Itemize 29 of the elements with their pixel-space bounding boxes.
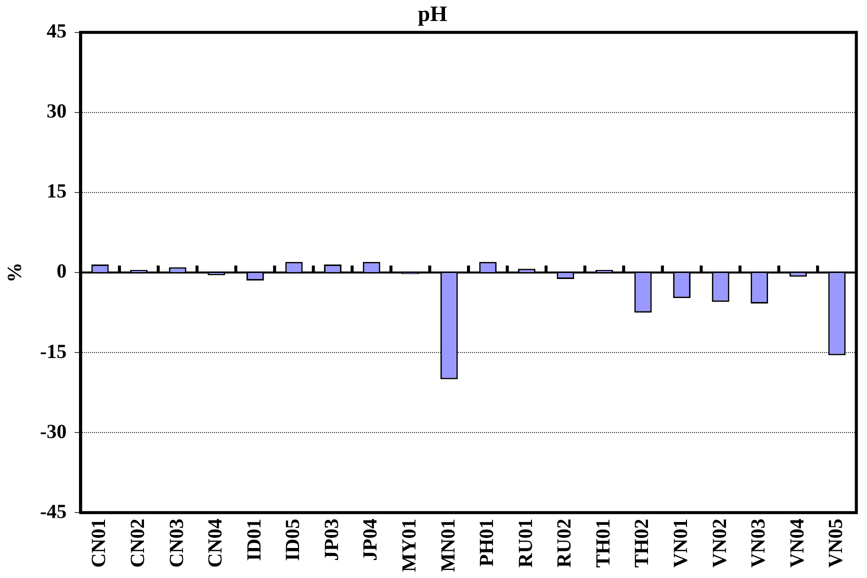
x-tick-label: ID05 [282, 518, 304, 561]
x-tick-label: CN03 [166, 518, 188, 568]
x-tick-label: MN01 [437, 518, 460, 572]
x-tick-label: PH01 [476, 518, 498, 566]
x-tick-label: VN03 [748, 518, 770, 568]
x-tick-label: VN04 [786, 518, 808, 568]
x-tick-label: JP04 [360, 518, 382, 561]
x-tick-label: TH02 [631, 518, 654, 568]
y-tick-label: -45 [40, 500, 67, 523]
y-tick-label: 15 [46, 180, 67, 203]
x-tick-label: MY01 [398, 518, 420, 572]
x-tick-label: VN02 [708, 518, 731, 568]
x-tick-label: CN02 [127, 518, 150, 568]
x-tick-label: VN01 [670, 518, 692, 568]
y-axis-title: % [4, 262, 26, 283]
y-tick-label: -30 [40, 420, 67, 443]
y-tick-label: 30 [46, 100, 67, 123]
x-tick-label: TH01 [592, 518, 614, 568]
x-tick-label: RU02 [554, 518, 576, 568]
chart-title: pH [418, 0, 448, 26]
y-tick-label: 45 [46, 20, 67, 43]
y-tick-label: 0 [56, 260, 67, 283]
x-tick-label: VN05 [825, 518, 848, 568]
x-tick-label: JP03 [320, 518, 343, 561]
x-tick-label: CN01 [88, 518, 110, 568]
y-tick-label: -15 [40, 340, 67, 363]
x-tick-label: RU01 [514, 518, 537, 568]
x-tick-label: ID01 [243, 518, 266, 561]
x-tick-label: CN04 [204, 518, 227, 568]
